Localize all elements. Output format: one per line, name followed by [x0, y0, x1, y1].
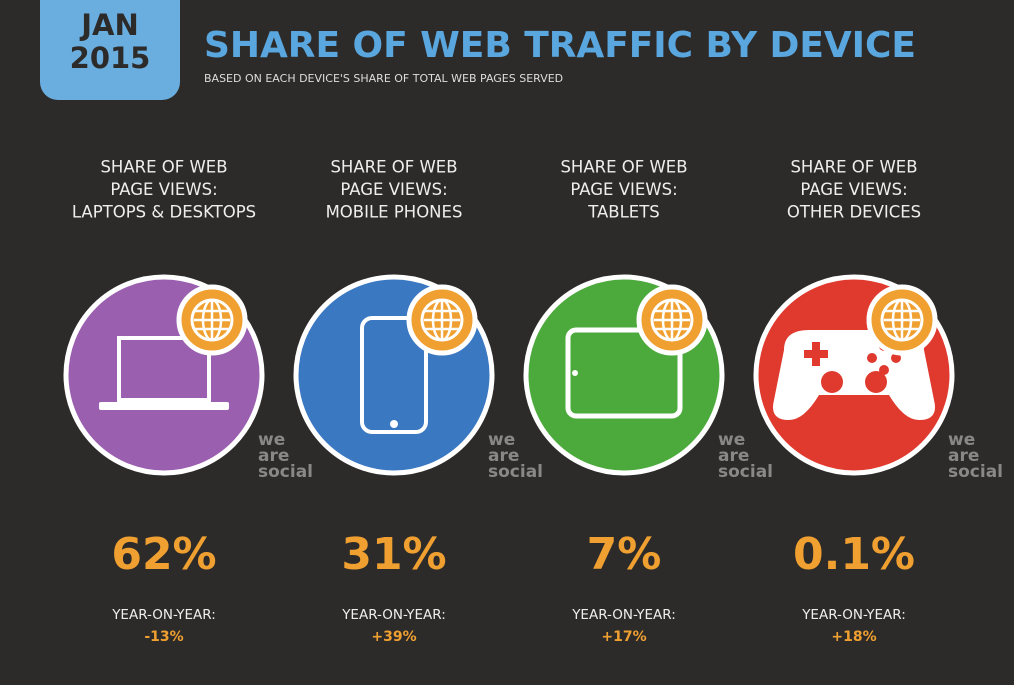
watermark: social: [948, 462, 1003, 482]
tablet-body: [565, 327, 683, 419]
phone-button: [390, 420, 398, 428]
gamepad-button: [891, 353, 901, 363]
column-label: TABLETS: [587, 203, 660, 222]
watermark: are: [948, 446, 979, 466]
yoy-value: +39%: [371, 629, 416, 645]
yoy-label: YEAR-ON-YEAR:: [111, 607, 216, 623]
column-label: SHARE OF WEB: [560, 158, 687, 177]
column-label: PAGE VIEWS:: [570, 180, 677, 199]
yoy-value: +18%: [831, 629, 876, 645]
date-month: JAN: [79, 8, 139, 42]
watermark: we: [258, 430, 285, 450]
column-label: SHARE OF WEB: [330, 158, 457, 177]
column-label: LAPTOPS & DESKTOPS: [72, 203, 256, 222]
yoy-value: +17%: [601, 629, 646, 645]
laptop-screen: [117, 336, 211, 402]
phone-screen: [369, 330, 419, 412]
watermark: are: [718, 446, 749, 466]
yoy-label: YEAR-ON-YEAR:: [341, 607, 446, 623]
share-value: 31%: [341, 529, 446, 580]
date-year: 2015: [70, 41, 151, 75]
column-label: PAGE VIEWS:: [800, 180, 907, 199]
column-label: PAGE VIEWS:: [110, 180, 217, 199]
share-value: 62%: [111, 529, 216, 580]
column-label: OTHER DEVICES: [787, 203, 921, 222]
watermark: social: [718, 462, 773, 482]
yoy-label: YEAR-ON-YEAR:: [571, 607, 676, 623]
column-label: MOBILE PHONES: [326, 203, 463, 222]
watermark: we: [488, 430, 515, 450]
watermark: social: [488, 462, 543, 482]
stick: [865, 371, 887, 393]
yoy-label: YEAR-ON-YEAR:: [801, 607, 906, 623]
watermark: are: [488, 446, 519, 466]
column-label: SHARE OF WEB: [790, 158, 917, 177]
date-tab: [40, 0, 180, 100]
columns: SHARE OF WEB PAGE VIEWS: LAPTOPS & DESKTOP…: [63, 158, 1003, 645]
watermark: we: [718, 430, 745, 450]
watermark: we: [948, 430, 975, 450]
phone-body: [360, 316, 428, 434]
watermark: social: [258, 462, 313, 482]
subtitle: BASED ON EACH DEVICE'S SHARE OF TOTAL WE…: [204, 72, 563, 85]
yoy-value: -13%: [144, 629, 183, 645]
stick: [821, 371, 843, 393]
gamepad-button: [867, 353, 877, 363]
share-value: 0.1%: [793, 529, 915, 580]
dpad: [804, 342, 828, 366]
watermark: are: [258, 446, 289, 466]
tablet-button: [572, 370, 578, 376]
laptop-base: [99, 402, 229, 410]
column-label: SHARE OF WEB: [100, 158, 227, 177]
column-label: PAGE VIEWS:: [340, 180, 447, 199]
title: SHARE OF WEB TRAFFIC BY DEVICE: [204, 25, 916, 66]
share-value: 7%: [587, 529, 662, 580]
